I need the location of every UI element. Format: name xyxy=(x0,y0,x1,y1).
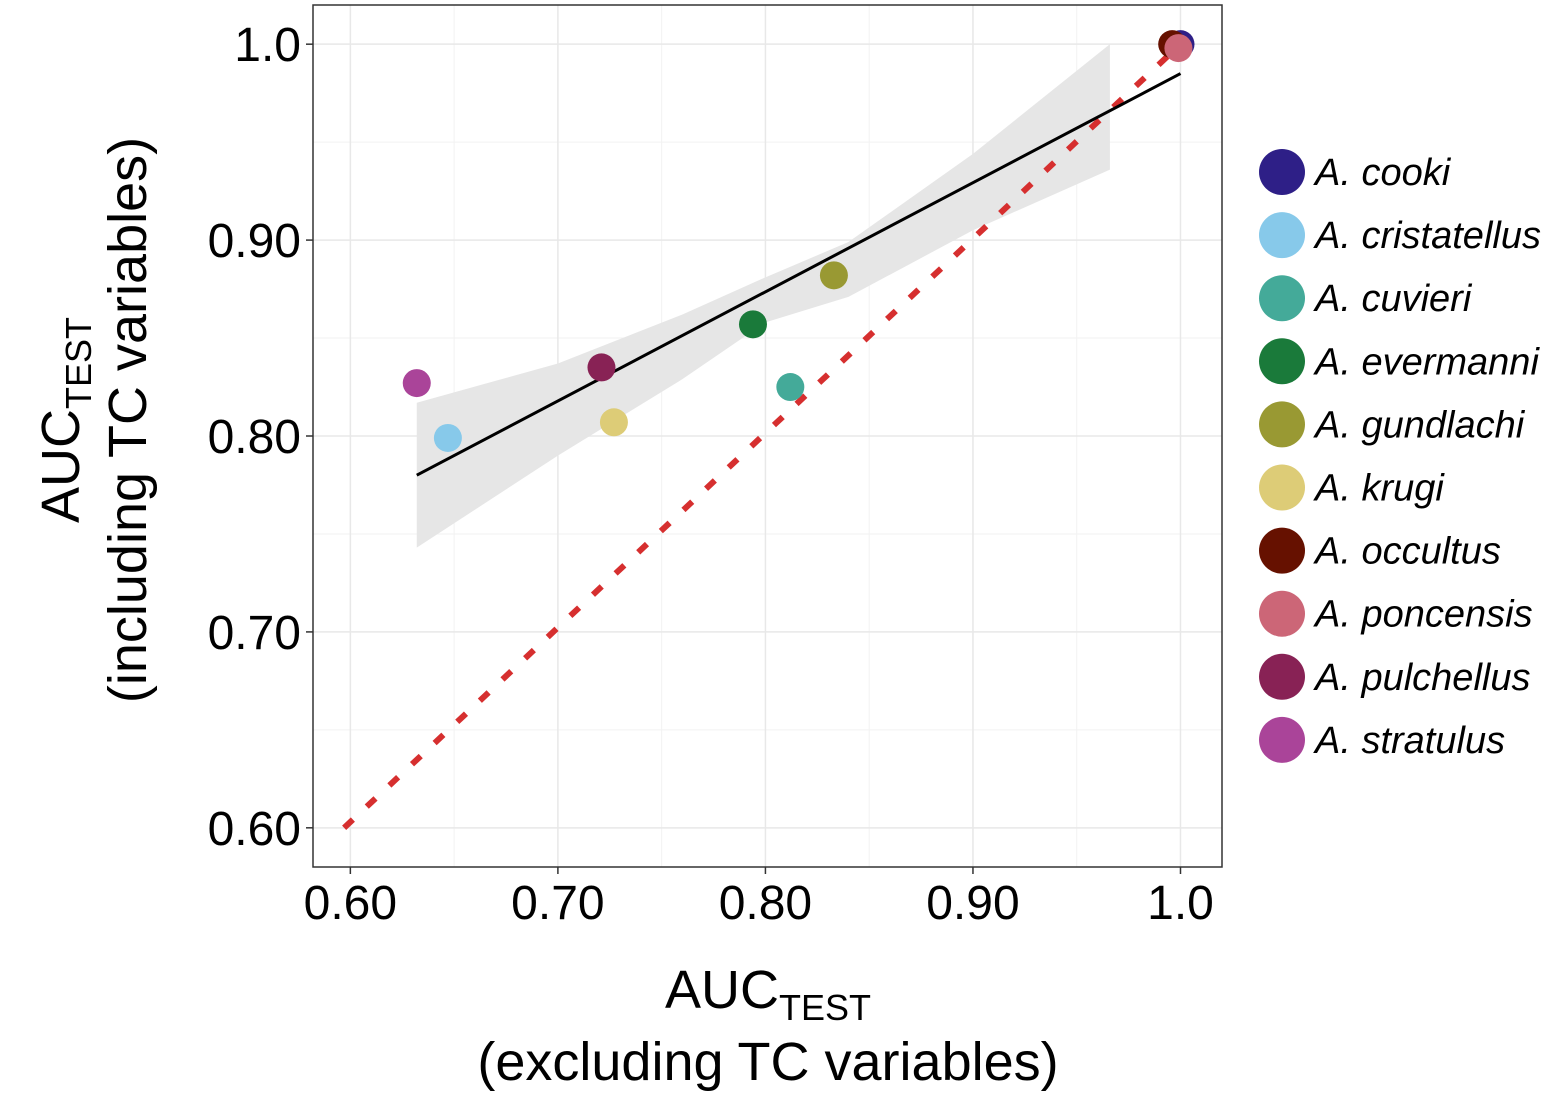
legend-key-a-cristatellus xyxy=(1259,212,1305,259)
point-a-krugi xyxy=(599,408,628,437)
regression-line xyxy=(416,72,1182,477)
y-axis-title-subscript: TEST xyxy=(58,317,99,409)
point-a-poncensis xyxy=(1164,34,1193,63)
y-tick-label: 1.0 xyxy=(234,19,301,72)
legend-label-a-gundlachi: A. gundlachi xyxy=(1313,404,1526,446)
data-points xyxy=(402,30,1195,452)
legend-label-a-evermanni: A. evermanni xyxy=(1313,341,1540,383)
legend-key-a-poncensis xyxy=(1259,590,1305,637)
point-a-cuvieri xyxy=(776,373,805,402)
y-axis-ticks: 0.60 0.70 0.80 0.90 1.0 xyxy=(208,19,313,856)
point-a-pulchellus xyxy=(587,353,616,382)
x-axis-title-subscript: TEST xyxy=(779,987,871,1028)
legend-label-a-cuvieri: A. cuvieri xyxy=(1313,278,1473,320)
legend-key-a-cuvieri xyxy=(1259,275,1305,322)
x-axis-ticks: 0.60 0.70 0.80 0.90 1.0 xyxy=(304,867,1214,930)
x-tick-label: 0.80 xyxy=(719,877,812,930)
legend-label-a-cooki: A. cooki xyxy=(1313,152,1452,194)
legend-key-a-stratulus xyxy=(1259,716,1305,763)
y-axis-title: AUCTEST xyxy=(31,317,99,523)
x-axis-title-main: AUC xyxy=(665,960,779,1020)
legend-key-a-pulchellus xyxy=(1259,653,1305,700)
legend-label-a-stratulus: A. stratulus xyxy=(1313,720,1505,762)
point-a-evermanni xyxy=(738,310,767,339)
point-a-gundlachi xyxy=(819,261,848,290)
y-tick-label: 0.80 xyxy=(208,411,301,464)
legend-key-a-cooki xyxy=(1259,149,1305,195)
legend: A. cooki A. cristatellus A. cuvieri A. ever… xyxy=(1259,149,1541,763)
legend-label-a-krugi: A. krugi xyxy=(1313,468,1445,510)
y-tick-label: 0.70 xyxy=(208,607,301,660)
y-tick-label: 0.60 xyxy=(208,803,301,856)
x-tick-label: 1.0 xyxy=(1147,877,1214,930)
legend-key-a-gundlachi xyxy=(1259,401,1305,448)
legend-key-a-krugi xyxy=(1259,464,1305,511)
legend-label-a-poncensis: A. poncensis xyxy=(1313,594,1533,636)
legend-label-a-cristatellus: A. cristatellus xyxy=(1313,215,1541,257)
y-axis-title-line2: (including TC variables) xyxy=(98,137,158,703)
point-a-cristatellus xyxy=(433,423,462,452)
x-tick-label: 0.70 xyxy=(511,877,604,930)
legend-label-a-occultus: A. occultus xyxy=(1313,531,1501,573)
x-tick-label: 0.60 xyxy=(304,877,397,930)
x-axis-title-line2: (excluding TC variables) xyxy=(477,1032,1058,1092)
legend-key-a-evermanni xyxy=(1259,338,1305,385)
y-axis-title-main: AUC xyxy=(31,409,91,523)
legend-label-a-pulchellus: A. pulchellus xyxy=(1313,657,1530,699)
grid xyxy=(313,5,1222,867)
x-tick-label: 0.90 xyxy=(926,877,1019,930)
y-tick-label: 0.90 xyxy=(208,215,301,268)
reference-line-1-to-1 xyxy=(342,41,1183,831)
point-a-stratulus xyxy=(402,369,431,398)
confidence-band xyxy=(416,44,1110,548)
x-axis-title: AUCTEST xyxy=(665,960,871,1028)
legend-key-a-occultus xyxy=(1259,527,1305,574)
